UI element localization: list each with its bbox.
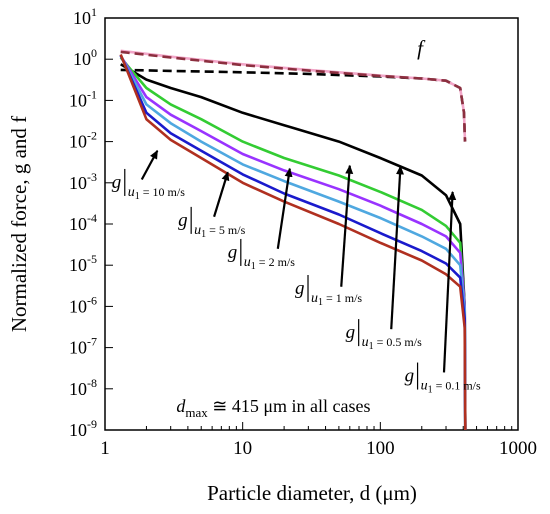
y-tick-label: 10-5 [69,252,97,275]
axis-ticks: 1 10 100 1000 10-9 10-8 10-7 10-6 10-5 10-4 10-3 10… [69,5,537,459]
x-tick-label: 1 [100,438,110,459]
g-series-label: g [112,172,122,193]
y-axis-label: Normalized force, g and f [7,116,31,332]
x-tick-label: 10 [233,438,252,459]
g-series-subscript: u1 = 0.1 m/s [421,379,481,396]
plot-frame [104,17,519,431]
y-tick-label: 10-8 [69,376,97,399]
x-axis-label: Particle diameter, d (μm) [207,481,417,505]
series-line [120,63,467,431]
y-tick-label: 10-1 [69,87,97,110]
g-series-subscript: u1 = 10 m/s [128,185,185,202]
series-line [119,56,467,431]
annotation-arrow [140,149,159,181]
y-tick-label: 101 [73,5,97,28]
g-series-subscript: u1 = 5 m/s [194,223,245,240]
g-series-subscript: u1 = 0.5 m/s [362,335,422,352]
g-series-label: g [405,366,415,387]
annotation-arrow [390,165,404,330]
series-labels: g u1 = 10 m/sg u1 = 5 m/sg u1 = 2 m/sg u1 = … [112,36,481,420]
g-series-label: g [178,210,188,231]
series-line [120,50,467,142]
y-tick-label: 100 [73,46,97,69]
g-series-label: g [346,322,356,343]
g-series-label: g [295,278,305,299]
annotation-arrow [276,167,293,249]
y-tick-label: 10-3 [69,170,97,193]
annotation-arrows [140,149,457,373]
f-series-label: f [417,36,426,60]
y-tick-label: 10-7 [69,335,97,358]
y-tick-label: 10-2 [69,129,97,152]
x-tick-label: 1000 [499,438,537,459]
g-series-subscript: u1 = 1 m/s [311,291,362,308]
series-line [119,55,467,431]
annotation-dmax: dmax ≅ 415 μm in all cases [176,396,370,420]
series-group [119,49,467,431]
g-series-label: g [228,242,238,263]
annotation-arrow [442,190,457,373]
x-tick-label: 100 [366,438,395,459]
series-line [119,55,467,431]
series-line [119,54,467,431]
g-series-subscript: u1 = 2 m/s [244,255,295,272]
y-tick-label: 10-4 [69,211,97,234]
annotation-arrow [340,164,354,287]
y-tick-label: 10-9 [69,417,97,440]
series-line [119,54,467,431]
annotation-arrow [213,171,230,218]
y-tick-label: 10-6 [69,293,97,316]
